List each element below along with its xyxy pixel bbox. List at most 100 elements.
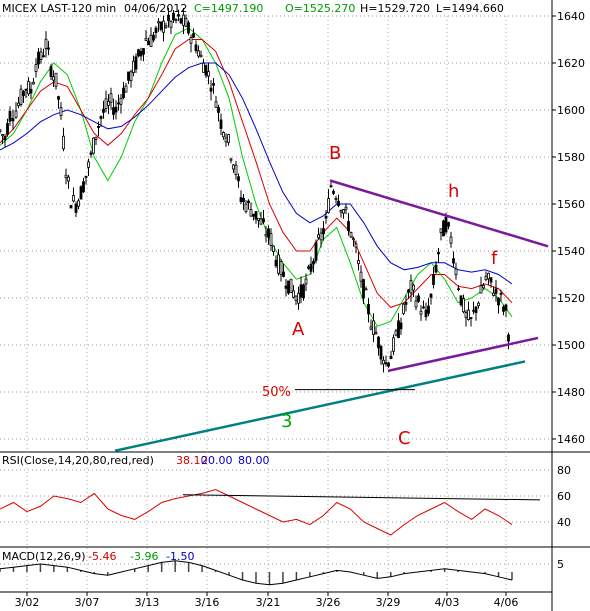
candle-body bbox=[447, 222, 450, 227]
candle-body bbox=[24, 88, 28, 91]
candle-body bbox=[229, 158, 233, 161]
candle-body bbox=[297, 292, 300, 304]
price-tick-label: 1580 bbox=[557, 151, 585, 164]
moving-averages bbox=[0, 27, 513, 327]
candle-body bbox=[57, 96, 60, 100]
candle-body bbox=[202, 62, 205, 73]
candle-body bbox=[299, 284, 303, 298]
candle-body bbox=[312, 260, 315, 265]
candle-body bbox=[259, 218, 263, 225]
candle-body bbox=[262, 218, 265, 223]
candle-body bbox=[272, 245, 275, 252]
candle-body bbox=[1, 134, 4, 137]
candle-body bbox=[294, 295, 298, 301]
candle-body bbox=[292, 290, 295, 298]
wave-label-3: 3 bbox=[281, 411, 292, 432]
candle-body bbox=[287, 280, 290, 294]
price-axis-labels: 1460 1480 1500 1520 1540 1560 1580 1600 1620 1640 bbox=[552, 10, 585, 446]
candle-body bbox=[399, 322, 403, 330]
candle-body bbox=[482, 285, 485, 289]
candle-body bbox=[454, 268, 458, 276]
candle-body bbox=[79, 186, 83, 200]
candle-body bbox=[304, 278, 308, 285]
candle-body bbox=[44, 38, 48, 49]
rsi-tick-label: 40 bbox=[557, 516, 571, 529]
candle-body bbox=[317, 234, 320, 239]
time-tick-label: 3/16 bbox=[195, 596, 220, 609]
candle-body bbox=[187, 22, 190, 34]
trendlines bbox=[114, 179, 549, 452]
candle-body bbox=[132, 60, 135, 73]
rsi-lower: 20.00 bbox=[201, 454, 233, 467]
candle-body bbox=[8, 111, 12, 122]
rsi-value: 38.10 bbox=[176, 454, 208, 467]
time-tick-label: 3/29 bbox=[376, 596, 401, 609]
candle-body bbox=[424, 309, 428, 318]
candle-body bbox=[227, 134, 230, 143]
macd-value-3: -1.50 bbox=[166, 550, 194, 563]
candle-body bbox=[54, 72, 58, 87]
candle-body bbox=[409, 280, 413, 294]
candle-body bbox=[397, 320, 400, 338]
candle-body bbox=[77, 200, 80, 207]
candle-body bbox=[284, 285, 288, 289]
candle-body bbox=[412, 284, 415, 291]
candle-body bbox=[339, 209, 343, 213]
candle-body bbox=[194, 44, 198, 52]
candle-body bbox=[212, 83, 215, 86]
candle-body bbox=[407, 289, 410, 293]
price-tick-label: 1560 bbox=[557, 198, 585, 211]
price-tick-label: 1460 bbox=[557, 433, 585, 446]
candle-body bbox=[104, 98, 108, 109]
price-tick-label: 1620 bbox=[557, 57, 585, 70]
rsi-upper: 80.00 bbox=[238, 454, 270, 467]
candle-body bbox=[129, 71, 133, 82]
candle-body bbox=[139, 51, 143, 57]
symbol-label: MICEX LAST-120 min bbox=[2, 2, 116, 15]
time-axis-labels: 3/02 3/07 3/13 3/16 3/21 3/26 3/29 4/03 4/06 bbox=[15, 592, 519, 609]
candle-body bbox=[209, 87, 213, 92]
candle-body bbox=[467, 309, 470, 320]
candle-body bbox=[62, 135, 65, 150]
candle-body bbox=[289, 278, 293, 293]
price-tick-label: 1540 bbox=[557, 245, 585, 258]
candle-body bbox=[449, 236, 453, 244]
candle-body bbox=[247, 200, 250, 204]
candle-body bbox=[392, 337, 395, 352]
macd-tick-label: 5 bbox=[557, 558, 564, 571]
candle-body bbox=[72, 195, 75, 202]
candle-body bbox=[214, 101, 218, 108]
candle-body bbox=[197, 50, 200, 57]
candle-body bbox=[17, 102, 20, 107]
macd-line bbox=[0, 560, 513, 586]
wave-label-f: f bbox=[491, 248, 498, 269]
candle-body bbox=[457, 288, 460, 291]
candle-body bbox=[474, 306, 478, 313]
candle-body bbox=[414, 300, 418, 308]
candle-body bbox=[22, 91, 25, 96]
candle-body bbox=[234, 164, 238, 176]
candle-body bbox=[442, 220, 445, 237]
candle-body bbox=[389, 355, 393, 360]
candle-body bbox=[127, 71, 130, 81]
wave-label-b: B bbox=[329, 143, 341, 164]
candle-body bbox=[219, 119, 223, 129]
candle-body bbox=[157, 21, 160, 24]
candle-body bbox=[134, 56, 138, 70]
candle-body bbox=[269, 233, 273, 246]
candle-body bbox=[167, 14, 170, 22]
candle-body bbox=[332, 190, 335, 194]
candle-body bbox=[59, 107, 63, 116]
candle-body bbox=[42, 55, 45, 58]
candle-body bbox=[142, 48, 145, 55]
candle-body bbox=[502, 306, 505, 312]
candle-body bbox=[32, 81, 35, 85]
time-tick-label: 4/06 bbox=[494, 596, 519, 609]
fib-50-label: 50% bbox=[262, 385, 291, 400]
candle-body bbox=[89, 152, 93, 155]
candle-body bbox=[477, 302, 480, 306]
candle-body bbox=[159, 21, 163, 30]
candle-body bbox=[324, 216, 328, 219]
candle-body bbox=[137, 49, 140, 57]
